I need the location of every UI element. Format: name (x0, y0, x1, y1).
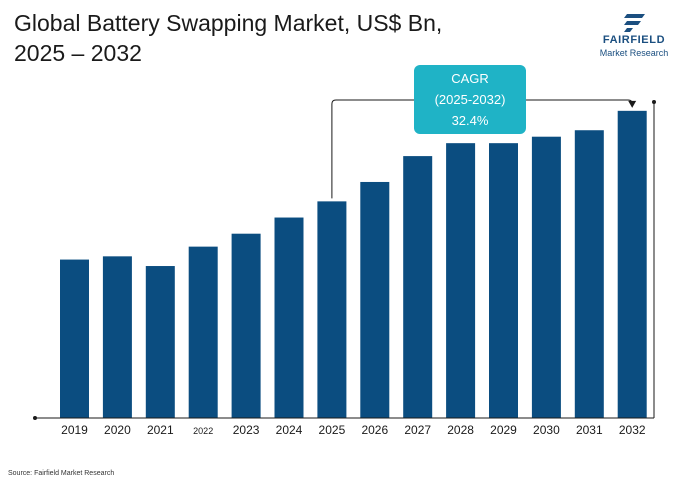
source-note: Source: Fairfield Market Research (8, 470, 115, 477)
cagr-label: CAGR (451, 71, 489, 86)
bar-2022 (188, 246, 218, 418)
fairfield-logo: FAIRFIELD Market Research (588, 12, 680, 60)
chart-title: Global Battery Swapping Market, US$ Bn, … (14, 8, 534, 68)
bar-2030 (531, 136, 561, 418)
title-line-1: Global Battery Swapping Market, US$ Bn, (14, 10, 443, 36)
x-tick-2022: 2022 (193, 426, 213, 436)
bar-2028 (446, 143, 476, 418)
x-tick-2029: 2029 (490, 423, 517, 437)
x-tick-2027: 2027 (404, 423, 431, 437)
bar-2021 (145, 266, 175, 418)
bar-2025 (317, 201, 347, 418)
x-tick-2021: 2021 (147, 423, 174, 437)
x-tick-2028: 2028 (447, 423, 474, 437)
x-tick-2019: 2019 (61, 423, 88, 437)
logo-name: FAIRFIELD (602, 34, 666, 46)
x-tick-2032: 2032 (619, 423, 646, 437)
right-axis-top-dot (652, 100, 656, 104)
logo-subtitle: Market Research (599, 48, 669, 58)
cagr-arrow-head (628, 100, 637, 108)
bar-2029 (489, 143, 518, 418)
cagr-value: 32.4% (452, 113, 489, 128)
x-tick-2031: 2031 (576, 423, 603, 437)
x-tick-2025: 2025 (319, 423, 346, 437)
fairfield-logo-icon (624, 14, 645, 32)
cagr-box (414, 65, 526, 134)
bar-2019 (60, 259, 89, 418)
x-tick-2024: 2024 (276, 423, 303, 437)
x-tick-labels: 2019 2020 2021 2022 2023 2024 2025 2026 2027 2028… (61, 423, 646, 437)
x-axis-start-dot (33, 416, 37, 420)
bars-group (60, 110, 647, 418)
bar-2024 (274, 217, 304, 418)
title-line-2: 2025 – 2032 (14, 40, 142, 66)
bar-2023 (231, 233, 261, 418)
bar-2020 (102, 256, 132, 418)
bar-2027 (403, 156, 433, 418)
x-tick-2023: 2023 (233, 423, 260, 437)
cagr-period: (2025-2032) (435, 92, 506, 107)
x-tick-2030: 2030 (533, 423, 560, 437)
bar-2026 (360, 181, 390, 418)
bar-2032 (617, 110, 647, 418)
bar-2031 (574, 130, 604, 418)
x-tick-2020: 2020 (104, 423, 131, 437)
x-tick-2026: 2026 (361, 423, 388, 437)
